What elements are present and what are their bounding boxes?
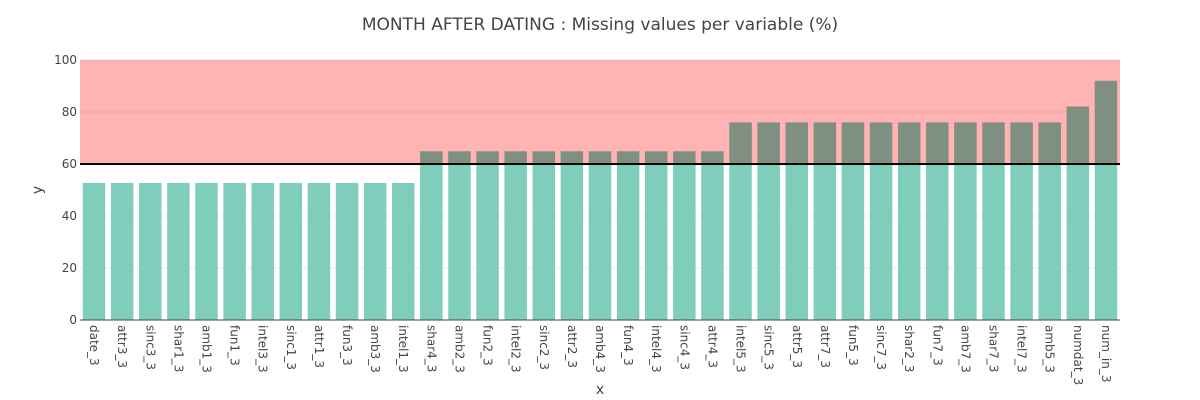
bar-amb1_3 [195,182,218,320]
bar-sinc3_3 [139,182,162,320]
x-tick-label-intel4_3: intel4_3 [649,325,663,373]
x-tick-label-amb4_3: amb4_3 [593,325,607,373]
x-tick-label-shar1_3: shar1_3 [171,325,185,372]
x-tick-label-sinc2_3: sinc2_3 [537,325,551,370]
bar-fun3_3 [335,182,359,320]
bar-intel7_3 [1010,122,1033,321]
x-tick-label-intel3_3: intel3_3 [256,325,270,373]
bar-intel1_3 [392,182,415,320]
bar-sinc5_3 [757,122,780,321]
bar-intel4_3 [644,151,668,320]
x-tick-label-date_3: date_3 [87,325,101,366]
x-tick-label-sinc1_3: sinc1_3 [284,325,298,370]
x-tick-labels: date_3 attr3_3 sinc3_3 shar1_3 amb1_3 fun1_3 i… [87,325,1113,385]
x-axis-title: x [596,382,604,398]
bar-amb4_3 [588,151,612,320]
y-tick-label-3: 60 [62,157,77,171]
bar-amb5_3 [1038,122,1061,321]
x-tick-label-amb1_3: amb1_3 [199,325,213,373]
y-tick-label-2: 40 [62,209,77,223]
x-tick-label-intel7_3: intel7_3 [1015,325,1029,373]
x-tick-label-shar7_3: shar7_3 [987,325,1001,372]
x-tick-label-num_in_3: num_in_3 [1099,325,1113,382]
chart-title: MONTH AFTER DATING : Missing values per … [362,15,838,35]
x-tick-label-attr7_3: attr7_3 [818,325,832,368]
threshold-highlight-band [80,60,1120,164]
bar-shar2_3 [897,122,921,321]
x-tick-label-attr2_3: attr2_3 [565,325,579,368]
x-tick-label-fun1_3: fun1_3 [228,325,242,366]
y-tick-label-1: 20 [62,261,77,275]
bar-sinc7_3 [869,122,893,321]
x-tick-label-intel1_3: intel1_3 [396,325,410,373]
x-tick-label-fun5_3: fun5_3 [846,325,860,366]
bar-attr5_3 [785,122,808,321]
x-tick-label-shar4_3: shar4_3 [424,325,438,372]
x-tick-label-fun3_3: fun3_3 [340,325,354,366]
bar-sinc4_3 [673,151,696,320]
x-tick-label-sinc7_3: sinc7_3 [874,325,888,370]
bar-shar1_3 [167,182,190,320]
bar-amb3_3 [363,182,387,320]
bar-fun7_3 [926,122,949,321]
bar-fun5_3 [841,122,865,321]
x-tick-label-sinc5_3: sinc5_3 [762,325,776,370]
bar-amb2_3 [448,151,471,320]
bar-attr7_3 [813,122,837,321]
y-tick-label-4: 80 [62,105,77,119]
bar-intel5_3 [729,122,752,321]
x-tick-label-fun4_3: fun4_3 [621,325,635,366]
y-tick-label-5: 100 [54,53,77,67]
bar-attr3_3 [110,182,134,320]
x-tick-label-amb7_3: amb7_3 [958,325,972,373]
y-tick-label-0: 0 [69,313,77,327]
bar-intel3_3 [251,182,274,320]
x-tick-label-shar2_3: shar2_3 [902,325,916,372]
x-tick-label-attr1_3: attr1_3 [312,325,326,368]
bars [82,80,1118,321]
x-tick-label-intel2_3: intel2_3 [509,325,523,373]
x-tick-label-attr4_3: attr4_3 [705,325,719,368]
x-tick-label-sinc4_3: sinc4_3 [677,325,691,370]
bar-amb7_3 [954,122,977,321]
y-tick-labels: 0 20 40 60 80 100 [54,53,77,327]
x-tick-label-amb3_3: amb3_3 [368,325,382,373]
bar-shar4_3 [420,151,443,320]
bar-attr2_3 [560,151,584,320]
bar-attr1_3 [307,182,331,320]
bar-intel2_3 [504,151,527,320]
x-tick-label-attr3_3: attr3_3 [115,325,129,368]
bar-shar7_3 [982,122,1005,321]
x-tick-label-fun7_3: fun7_3 [930,325,944,366]
bar-sinc2_3 [532,151,556,320]
bar-sinc1_3 [279,182,303,320]
bar-date_3 [82,182,106,320]
x-tick-label-attr5_3: attr5_3 [790,325,804,368]
x-tick-label-amb5_3: amb5_3 [1043,325,1057,373]
bar-attr4_3 [701,151,724,320]
x-tick-label-numdat_3: numdat_3 [1071,325,1085,385]
x-tick-label-sinc3_3: sinc3_3 [143,325,157,370]
x-tick-label-amb2_3: amb2_3 [452,325,466,373]
x-tick-label-fun2_3: fun2_3 [481,325,495,366]
bar-fun1_3 [223,182,246,320]
x-tick-label-intel5_3: intel5_3 [734,325,748,373]
bar-fun2_3 [476,151,499,320]
bar-fun4_3 [616,151,640,320]
y-axis-title: y [30,186,46,194]
